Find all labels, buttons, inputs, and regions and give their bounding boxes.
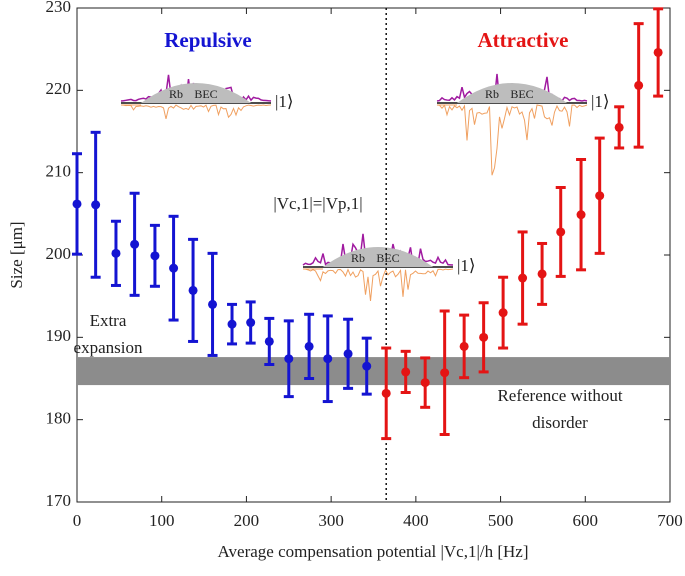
data-point <box>264 336 274 346</box>
data-point <box>91 200 101 210</box>
reference-band <box>77 357 670 386</box>
y-tick-label: 170 <box>46 491 72 510</box>
inset-state: |1⟩ <box>457 256 476 275</box>
reference-label: Reference without <box>497 386 622 405</box>
data-point <box>440 368 450 378</box>
inset-state: |1⟩ <box>275 92 294 111</box>
data-point <box>246 318 256 328</box>
data-point <box>653 47 663 57</box>
data-point <box>556 227 566 237</box>
x-axis-label: Average compensation potential |Vc,1|/h … <box>218 542 529 561</box>
data-point <box>343 349 353 359</box>
data-point <box>227 319 237 329</box>
data-point <box>381 388 391 398</box>
x-tick-label: 400 <box>403 511 429 530</box>
data-point <box>169 263 179 273</box>
data-point <box>323 354 333 364</box>
inset-cloud-label: BEC <box>510 87 533 101</box>
x-tick-label: 200 <box>234 511 260 530</box>
inset-atom: Rb <box>169 87 183 101</box>
data-point <box>304 341 314 351</box>
inset-cloud-label: BEC <box>376 251 399 265</box>
y-tick-label: 200 <box>46 244 72 263</box>
y-tick-label: 210 <box>46 162 72 181</box>
data-point <box>498 308 508 318</box>
data-point <box>362 361 372 371</box>
inset-cloud <box>323 247 433 267</box>
inset-lower <box>302 268 454 301</box>
extra-label: expansion <box>74 338 143 357</box>
legend-attractive: Attractive <box>478 28 569 52</box>
data-point <box>479 332 489 342</box>
data-point <box>634 80 644 90</box>
data-point <box>284 354 294 364</box>
extra-label: Extra <box>90 311 127 330</box>
data-point <box>459 341 469 351</box>
vline-label: |Vc,1|=|Vp,1| <box>273 194 362 213</box>
legend-repulsive: Repulsive <box>164 28 252 52</box>
x-tick-label: 500 <box>488 511 514 530</box>
inset-cloud <box>141 83 251 103</box>
inset-cloud-label: BEC <box>194 87 217 101</box>
data-point <box>111 248 121 258</box>
inset-cloud <box>457 83 567 103</box>
data-point <box>72 199 82 209</box>
inset-lower <box>120 104 272 120</box>
data-point <box>188 285 198 295</box>
data-point <box>401 367 411 377</box>
data-point <box>537 269 547 279</box>
data-point <box>518 273 528 283</box>
data-point <box>595 191 605 201</box>
y-tick-label: 190 <box>46 326 72 345</box>
data-point <box>614 122 624 132</box>
y-tick-label: 220 <box>46 79 72 98</box>
inset-atom: Rb <box>351 251 365 265</box>
x-tick-label: 300 <box>318 511 344 530</box>
inset-state: |1⟩ <box>591 92 610 111</box>
data-point <box>130 239 140 249</box>
data-point <box>420 378 430 388</box>
x-tick-label: 600 <box>573 511 599 530</box>
data-point <box>576 210 586 220</box>
y-tick-label: 180 <box>46 409 72 428</box>
reference-label: disorder <box>532 413 588 432</box>
data-point <box>150 251 160 261</box>
inset-atom: Rb <box>485 87 499 101</box>
x-tick-label: 100 <box>149 511 175 530</box>
data-point <box>208 299 218 309</box>
y-axis-label: Size [μm] <box>7 221 26 288</box>
x-tick-label: 700 <box>657 511 683 530</box>
y-tick-label: 230 <box>46 0 72 16</box>
x-tick-label: 0 <box>73 511 82 530</box>
inset-lower <box>436 104 588 176</box>
